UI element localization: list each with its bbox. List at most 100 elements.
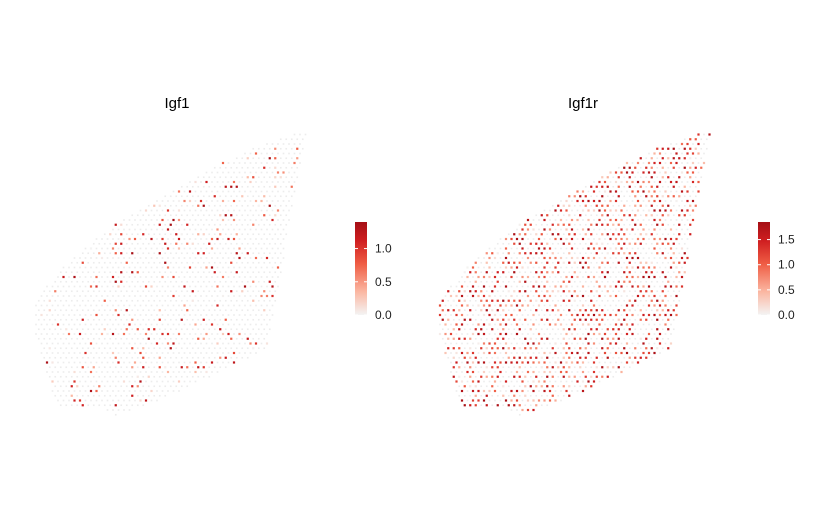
spot-point xyxy=(208,261,211,264)
spot-point xyxy=(224,204,227,207)
spot-point xyxy=(186,347,189,350)
spot-point xyxy=(581,380,585,383)
spot-point xyxy=(197,375,200,378)
spot-point xyxy=(612,242,615,245)
spot-point xyxy=(103,280,106,283)
spot-point xyxy=(117,247,120,250)
spot-point xyxy=(230,195,233,198)
spot-point xyxy=(46,323,48,326)
spot-point xyxy=(156,295,158,297)
spot-point xyxy=(636,180,640,184)
spot-point xyxy=(474,318,477,321)
spot-point xyxy=(521,371,524,373)
spot-point xyxy=(139,285,142,288)
spot-point xyxy=(521,380,524,383)
spot-point xyxy=(480,337,483,340)
spot-point xyxy=(194,285,197,288)
spot-point xyxy=(529,366,532,369)
spot-point xyxy=(266,238,268,240)
spot-point xyxy=(219,271,222,274)
spot-point xyxy=(79,304,81,307)
spot-point xyxy=(142,271,145,274)
spot-point xyxy=(145,352,147,354)
spot-point xyxy=(125,328,128,331)
spot-point xyxy=(177,237,181,241)
spot-point xyxy=(260,181,263,183)
spot-point xyxy=(109,337,112,340)
spot-point xyxy=(524,356,527,359)
spot-point xyxy=(502,394,505,397)
spot-point xyxy=(623,166,626,169)
spot-point xyxy=(166,228,170,231)
spot-point xyxy=(595,347,598,350)
spot-point xyxy=(255,333,257,335)
spot-point xyxy=(216,333,219,335)
spot-point xyxy=(681,162,683,164)
spot-point xyxy=(587,351,590,355)
spot-point xyxy=(570,323,574,326)
spot-point xyxy=(48,337,51,340)
spot-point xyxy=(120,242,123,245)
spot-point xyxy=(139,257,142,259)
spot-point xyxy=(681,238,683,240)
spot-point xyxy=(125,280,128,283)
spot-point xyxy=(669,313,673,317)
spot-point xyxy=(191,214,194,217)
spot-point xyxy=(587,266,590,269)
spot-point xyxy=(570,237,574,241)
spot-point xyxy=(647,199,651,203)
spot-point xyxy=(103,299,106,302)
spot-point xyxy=(543,370,546,374)
spot-point xyxy=(175,309,178,312)
spot-point xyxy=(689,185,692,188)
spot-point xyxy=(570,313,574,317)
spot-point xyxy=(625,180,629,184)
spot-point xyxy=(169,280,172,283)
spot-point xyxy=(581,285,585,288)
spot-point xyxy=(158,366,161,369)
spot-point xyxy=(241,252,244,255)
spot-point xyxy=(581,361,585,364)
spot-point xyxy=(257,223,260,226)
spot-point xyxy=(172,390,175,392)
spot-point xyxy=(540,280,543,283)
spot-point xyxy=(194,295,197,297)
spot-point xyxy=(48,328,51,331)
spot-point xyxy=(169,223,172,226)
spot-point xyxy=(477,285,480,288)
spot-point xyxy=(700,147,703,150)
spot-point xyxy=(631,285,634,288)
spot-point xyxy=(123,295,125,297)
spot-point xyxy=(675,275,678,279)
spot-point xyxy=(191,280,194,283)
spot-point xyxy=(200,285,202,288)
spot-point xyxy=(211,190,213,193)
spot-point xyxy=(538,257,540,259)
spot-point xyxy=(73,285,76,288)
spot-point xyxy=(120,318,123,321)
spot-point xyxy=(692,190,694,193)
spot-point xyxy=(87,375,90,378)
spot-point xyxy=(565,237,568,241)
spot-point xyxy=(62,371,65,373)
spot-point xyxy=(554,209,557,212)
spot-point xyxy=(54,347,57,350)
spot-point xyxy=(458,375,461,378)
spot-point xyxy=(510,399,513,402)
spot-point xyxy=(562,309,565,312)
spot-point xyxy=(482,304,486,307)
spot-point xyxy=(268,242,271,245)
spot-point xyxy=(156,257,158,259)
spot-point xyxy=(252,176,255,179)
spot-point xyxy=(81,271,84,274)
spot-point xyxy=(76,271,79,274)
spot-point xyxy=(90,276,92,278)
spot-point xyxy=(609,190,612,193)
spot-point xyxy=(230,309,233,312)
spot-point xyxy=(590,223,593,226)
spot-point xyxy=(521,228,524,231)
spot-point xyxy=(89,285,93,288)
spot-point xyxy=(125,366,128,369)
spot-point xyxy=(680,209,684,212)
